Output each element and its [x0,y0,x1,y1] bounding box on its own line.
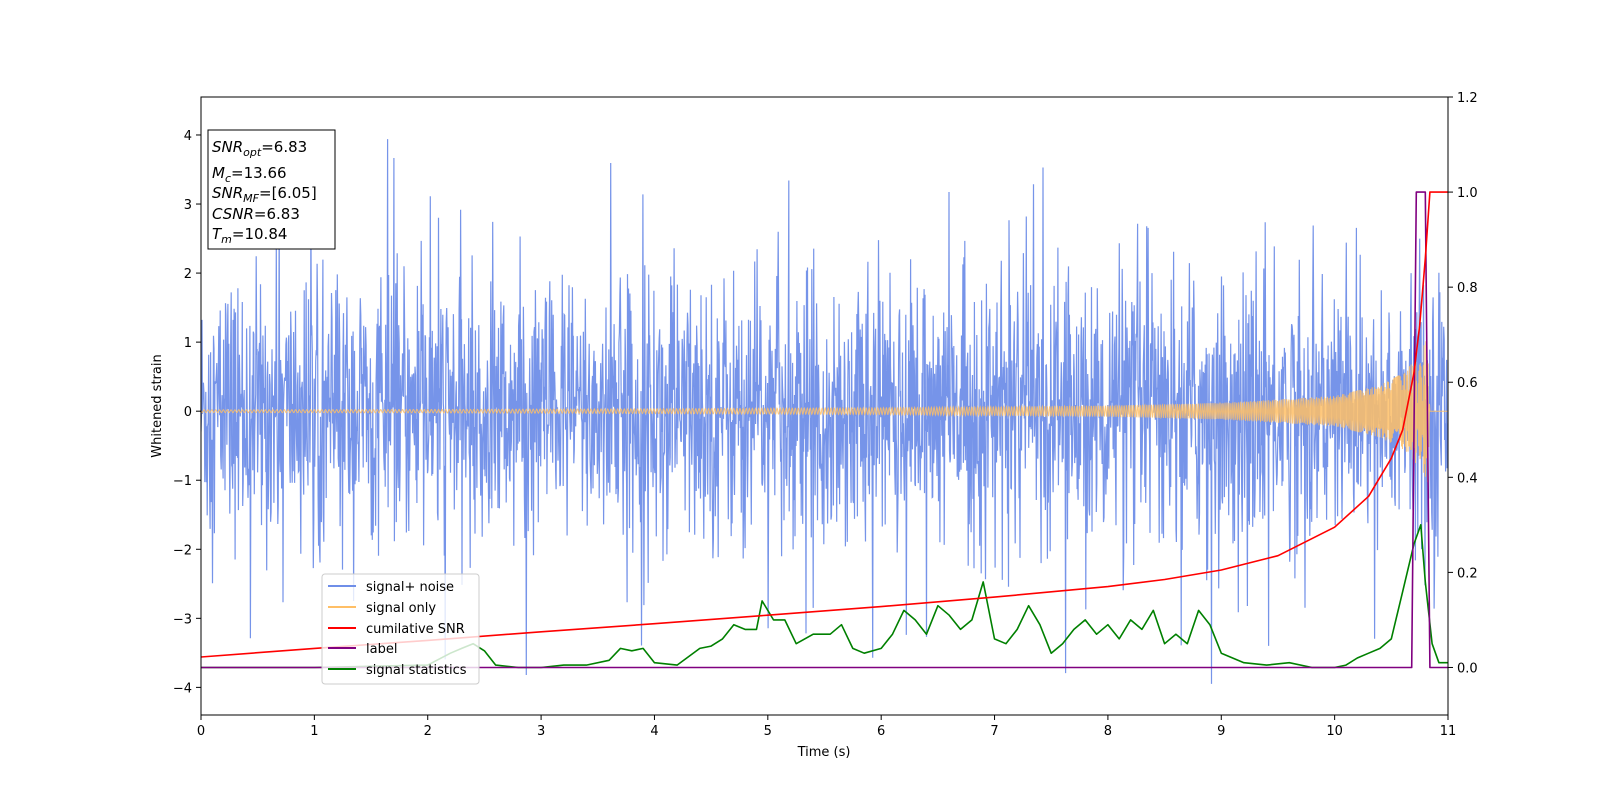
y-left-tick-label: −2 [173,543,192,558]
x-tick-label: 5 [764,724,772,739]
series-signal-only-line [201,332,1448,483]
x-tick-label: 2 [424,724,432,739]
x-tick-label: 4 [650,724,658,739]
series-signal-statistics-line [201,523,1448,669]
y-axis-label: Whitened strain [150,354,165,457]
legend-label-label: label [366,642,397,657]
snr-mf-text: SNRMF=[6.05] [212,184,317,205]
x-tick-label: 3 [537,724,545,739]
plot-frame [200,96,1449,716]
y-right-tick-label: 1.0 [1457,186,1478,201]
snr-opt-text: SNRopt=6.83 [212,138,307,159]
y-left-tick-label: −3 [173,612,192,627]
x-axis-label: Time (s) [797,745,851,760]
y-right-tick-label: 0.6 [1457,376,1478,391]
legend-label-signal-statistics: signal statistics [366,663,467,678]
tm-text: Tm=10.84 [212,225,287,246]
y-right-tick-label: 0.4 [1457,471,1478,486]
y-right-tick-label: 1.2 [1457,91,1478,106]
x-tick-label: 11 [1440,724,1457,739]
y-left-tick-label: 1 [184,336,192,351]
x-tick-label: 6 [877,724,885,739]
chart-legend: signal+ noise signal only cumilative SNR… [321,573,480,685]
csnr-text: CSNR=6.83 [212,205,300,223]
x-tick-label: 7 [990,724,998,739]
legend-label-signal-noise: signal+ noise [366,580,454,595]
x-tick-label: 1 [310,724,318,739]
legend-label-cumulative-snr: cumilative SNR [366,622,465,637]
y-axis-right-ticks: 0.0 0.2 0.4 0.6 0.8 1.0 1.2 [1448,91,1478,676]
plot-data-layer [201,139,1448,684]
y-right-tick-label: 0.0 [1457,661,1478,676]
x-axis-ticks: 0 1 2 3 4 5 6 7 8 9 10 11 [197,715,1456,739]
mc-text: Mc=13.66 [212,164,287,185]
legend-label-signal-only: signal only [366,601,436,616]
series-label-line [201,191,1448,669]
series-cumulative-snr-line [201,191,1448,658]
snr-annotation-box: SNRopt=6.83 Mc=13.66 SNRMF=[6.05] CSNR=6… [207,129,336,250]
y-right-tick-label: 0.8 [1457,281,1478,296]
y-left-tick-label: 4 [184,129,192,144]
x-tick-label: 10 [1326,724,1343,739]
series-signal-noise-line [201,139,1448,684]
y-right-tick-label: 0.2 [1457,566,1478,581]
y-left-tick-label: −1 [173,474,192,489]
y-left-tick-label: 3 [184,198,192,213]
y-left-tick-label: 0 [184,405,192,420]
x-tick-label: 8 [1104,724,1112,739]
x-tick-label: 0 [197,724,205,739]
y-left-tick-label: −4 [173,681,192,696]
y-left-tick-label: 2 [184,267,192,282]
x-tick-label: 9 [1217,724,1225,739]
y-axis-left-ticks: −4 −3 −2 −1 0 1 2 3 4 [173,129,201,696]
